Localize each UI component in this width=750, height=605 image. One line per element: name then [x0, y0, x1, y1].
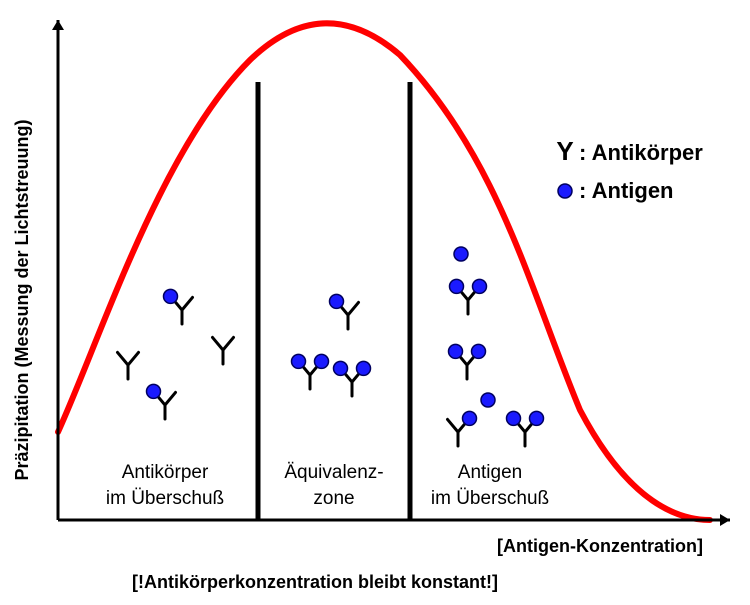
antigen-on-antibody-9-right: [463, 411, 477, 425]
legend-label-0: : Antikörper: [579, 140, 703, 165]
antigen-on-antibody-7-right: [473, 279, 487, 293]
heidelberger-curve-diagram: Präzipitation (Messung der Lichtstreuung…: [0, 0, 750, 605]
x-axis-label: [Antigen-Konzentration]: [497, 536, 703, 556]
y-axis-label: Präzipitation (Messung der Lichtstreuung…: [12, 119, 32, 480]
free-antigen-1: [481, 393, 495, 407]
legend-y-symbol: Y: [556, 136, 573, 166]
zone-label-1-line2: zone: [313, 488, 354, 509]
antigen-on-antibody-3-left: [147, 384, 161, 398]
legend-label-1: : Antigen: [579, 178, 674, 203]
antigen-on-antibody-5-left: [292, 354, 306, 368]
antigen-on-antibody-4-left: [330, 294, 344, 308]
footnote: [!Antikörperkonzentration bleibt konstan…: [132, 572, 498, 592]
zone-label-2-line1: Antigen: [458, 462, 522, 483]
zone-label-1-line1: Äquivalenz-: [284, 462, 383, 483]
antigen-on-antibody-10-left: [507, 411, 521, 425]
zone-label-0-line1: Antikörper: [122, 462, 209, 483]
zone-label-0-line2: im Überschuß: [106, 488, 224, 509]
antigen-on-antibody-6-right: [357, 361, 371, 375]
zone-label-2-line2: im Überschuß: [431, 488, 549, 509]
free-antigen-0: [454, 247, 468, 261]
antigen-on-antibody-6-left: [334, 361, 348, 375]
antigen-on-antibody-0-left: [164, 289, 178, 303]
antigen-on-antibody-8-right: [472, 344, 486, 358]
antigen-on-antibody-8-left: [449, 344, 463, 358]
antigen-on-antibody-5-right: [315, 354, 329, 368]
legend-dot-symbol: [558, 184, 572, 198]
antigen-on-antibody-7-left: [450, 279, 464, 293]
antigen-on-antibody-10-right: [530, 411, 544, 425]
